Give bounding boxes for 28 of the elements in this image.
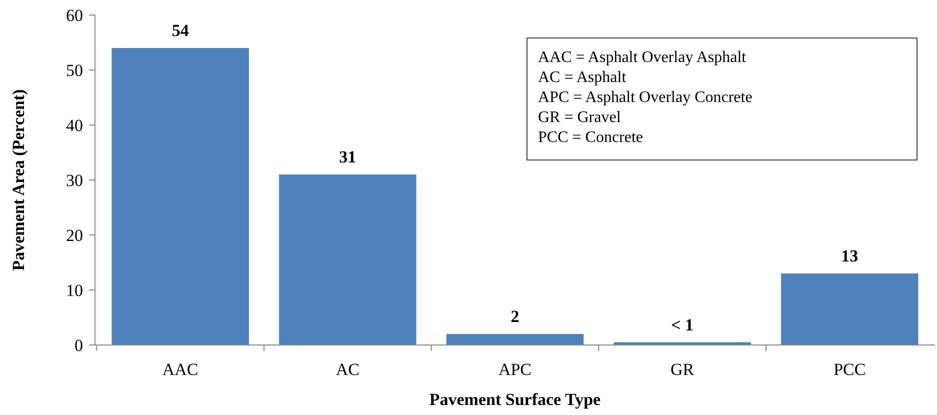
data-label: 2: [510, 307, 520, 326]
annotation: APC = Asphalt Overlay Concrete: [538, 89, 752, 106]
y-tick-label: 60: [66, 6, 83, 25]
data-label: 54: [172, 21, 190, 40]
x-tick-label: AAC: [162, 360, 198, 379]
x-tick-label: GR: [670, 360, 695, 379]
y-tick-label: 0: [74, 336, 83, 355]
y-tick-label: 20: [66, 226, 83, 245]
x-tick-label: APC: [498, 360, 532, 379]
y-tick-label: 50: [66, 60, 83, 80]
annotation: PCC = Concrete: [538, 129, 644, 146]
x-tick-label: PCC: [834, 360, 866, 379]
x-axis-title: Pavement Surface Type: [429, 390, 602, 409]
annotation: AC = Asphalt: [538, 69, 627, 86]
bar: [446, 334, 584, 345]
annotation: AAC = Asphalt Overlay Asphalt: [538, 49, 747, 66]
y-tick-label: 40: [66, 116, 83, 135]
annotation: GR = Gravel: [538, 109, 622, 126]
data-label: 13: [841, 246, 858, 266]
y-tick-label: 10: [66, 280, 83, 300]
x-tick-label: AC: [336, 360, 360, 379]
y-tick-label: 30: [66, 170, 83, 190]
data-label: < 1: [671, 315, 694, 334]
bar: [279, 174, 416, 345]
bar: [112, 48, 249, 345]
data-label: 31: [339, 148, 356, 166]
bar: [781, 274, 918, 345]
y-axis-title: Pavement Area (Percent): [9, 89, 28, 271]
